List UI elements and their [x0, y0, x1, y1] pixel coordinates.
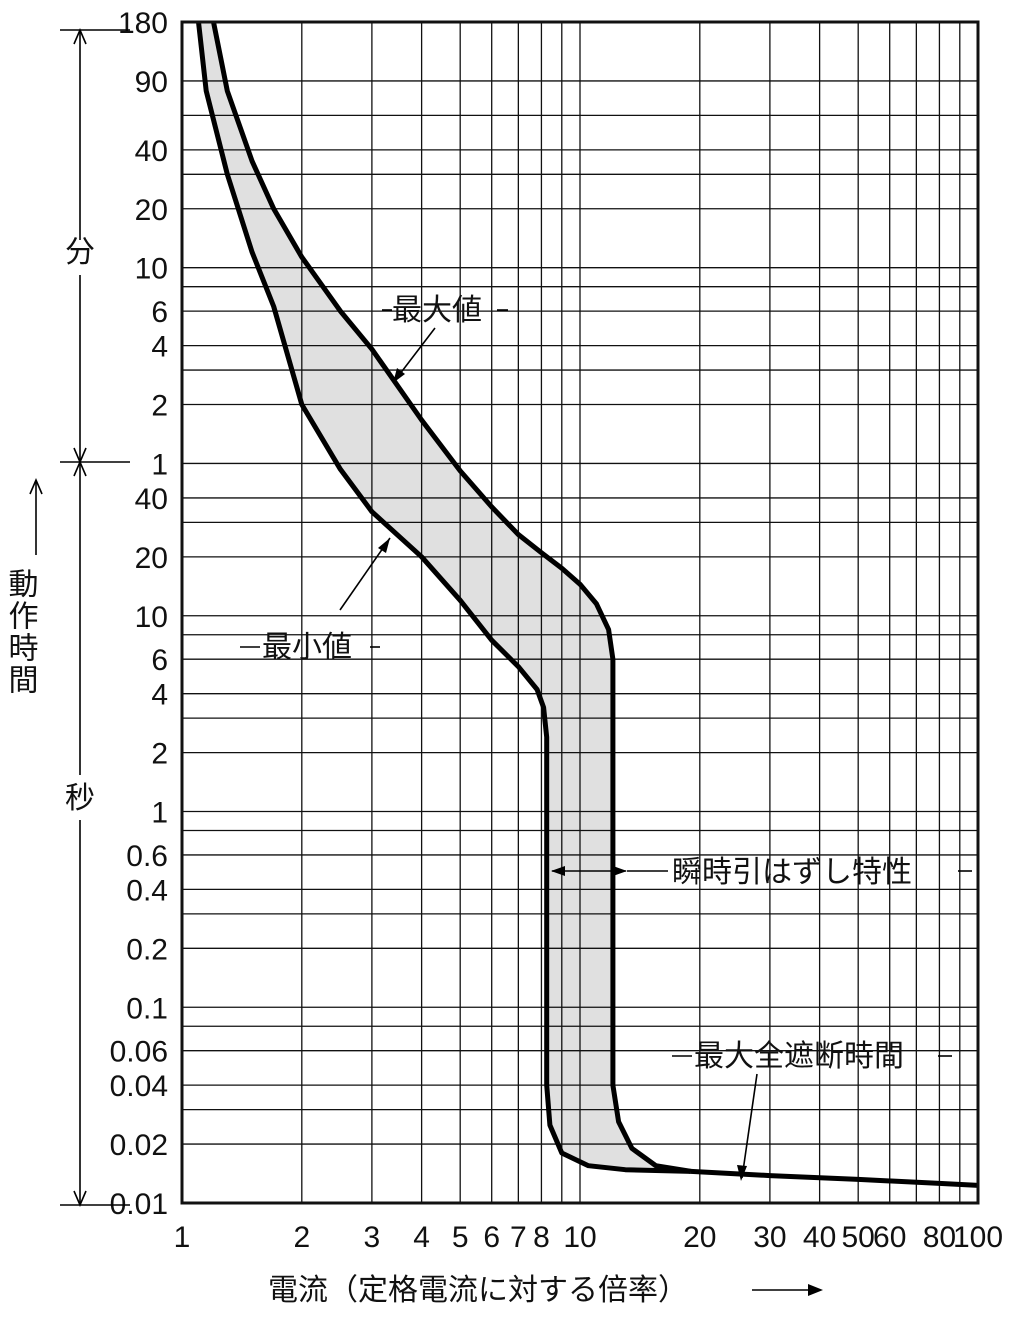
- seconds-label: 秒: [65, 781, 95, 816]
- x-tick-label: 40: [803, 1221, 836, 1254]
- x-axis-title: 電流（定格電流に対する倍率）: [268, 1273, 688, 1308]
- y-tick-label: 10: [135, 601, 168, 634]
- y-axis-arrow-head: [29, 477, 43, 495]
- series-total-clearing-curve: [690, 1168, 979, 1188]
- y-tick-label: 180: [118, 7, 168, 40]
- plot-frame: [180, 20, 980, 1205]
- annotation-min-arrowhead: [378, 538, 390, 553]
- annotation-instant-arrow-right: [613, 866, 627, 876]
- y-tick-label: 0.4: [126, 874, 168, 907]
- y-tick-label: 0.04: [110, 1070, 168, 1103]
- y-tick-label: 6: [151, 296, 168, 329]
- x-tick-label: 2: [293, 1221, 310, 1254]
- y-tick-label: 40: [135, 135, 168, 168]
- seconds-arrow-up: [73, 459, 87, 477]
- x-tick-label: 10: [563, 1221, 596, 1254]
- annotation-min-label: 最小値: [262, 630, 352, 665]
- annotation-max-label: 最大値: [392, 293, 482, 328]
- x-tick-label: 3: [364, 1221, 381, 1254]
- annotation-instant-arrow-left: [551, 866, 565, 876]
- y-axis-title: 動作時間: [3, 568, 38, 696]
- band-fill: [198, 22, 691, 1172]
- unit-brackets: 分 秒: [60, 27, 130, 1208]
- annotations: 最大値 最小値 瞬時引はずし特性 最大全遮断時間: [240, 293, 972, 1181]
- x-tick-label: 20: [683, 1221, 716, 1254]
- x-tick-label: 30: [753, 1221, 786, 1254]
- y-tick-label: 0.06: [110, 1036, 168, 1069]
- minutes-label: 分: [65, 235, 95, 270]
- y-axis-title-group: 動作時間: [3, 477, 43, 696]
- y-tick-label: 20: [135, 542, 168, 575]
- y-tick-label: 0.1: [126, 992, 168, 1025]
- y-tick-label: 4: [151, 679, 168, 712]
- series-max-curve: [211, 21, 692, 1174]
- trip-band: [198, 22, 691, 1172]
- x-tick-label: 6: [483, 1221, 500, 1254]
- y-tick-label: 20: [135, 194, 168, 227]
- chart-grid: [181, 21, 979, 1204]
- y-tick-label: 1: [151, 448, 168, 481]
- y-tick-label: 0.6: [126, 840, 168, 873]
- y-tick-label: 6: [151, 644, 168, 677]
- x-tick-label: 60: [873, 1221, 906, 1254]
- x-tick-label: 1: [174, 1221, 191, 1254]
- y-tick-label: 10: [135, 253, 168, 286]
- y-tick-label: 0.2: [126, 933, 168, 966]
- y-tick-label: 2: [151, 390, 168, 423]
- x-axis-title-group: 電流（定格電流に対する倍率）: [268, 1273, 823, 1308]
- x-axis-arrow-head: [808, 1284, 823, 1296]
- y-tick-label: 0.02: [110, 1129, 168, 1162]
- y-tick-labels: 18090402010642140201064210.60.40.20.10.0…: [110, 7, 168, 1221]
- y-tick-label: 2: [151, 738, 168, 771]
- y-tick-label: 1: [151, 797, 168, 830]
- x-tick-label: 50: [842, 1221, 875, 1254]
- x-tick-label: 5: [452, 1221, 469, 1254]
- x-tick-label: 4: [413, 1221, 430, 1254]
- y-tick-label: 4: [151, 331, 168, 364]
- x-tick-label: 80: [923, 1221, 956, 1254]
- x-tick-label: 8: [533, 1221, 550, 1254]
- y-tick-label: 40: [135, 483, 168, 516]
- y-tick-label: 90: [135, 66, 168, 99]
- annotation-total-leader: [741, 1073, 758, 1179]
- annotation-total-arrowhead: [737, 1165, 747, 1181]
- annotation-max-arrowhead: [393, 368, 405, 383]
- series-min-curve: [196, 21, 691, 1174]
- x-tick-label: 7: [510, 1221, 527, 1254]
- annotation-total-label: 最大全遮断時間: [694, 1039, 904, 1074]
- annotation-instant-label: 瞬時引はずし特性: [672, 855, 912, 890]
- x-tick-label: 100: [953, 1221, 1003, 1254]
